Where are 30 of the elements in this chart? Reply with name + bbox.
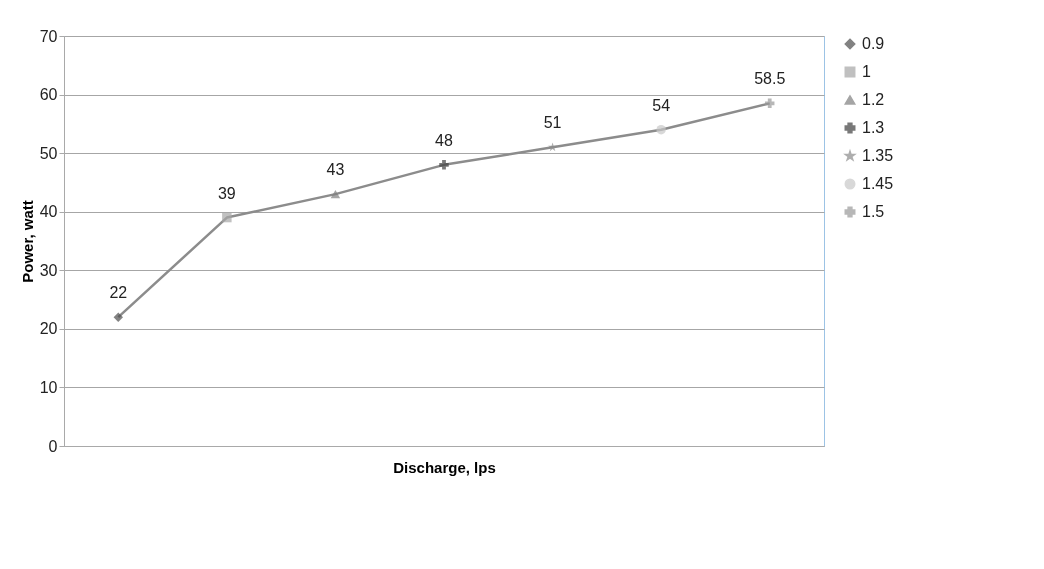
data-label: 43 bbox=[326, 161, 345, 179]
legend-label: 1.35 bbox=[862, 147, 894, 164]
legend-label: 1.45 bbox=[862, 175, 894, 192]
legend-label: 0.9 bbox=[862, 35, 885, 52]
data-label: 39 bbox=[217, 184, 236, 202]
y-tick-label: 10 bbox=[39, 378, 58, 396]
legend-label: 1.5 bbox=[862, 203, 885, 220]
data-label: 22 bbox=[109, 284, 128, 302]
data-label: 58.5 bbox=[754, 70, 786, 88]
legend-label: 1.2 bbox=[862, 91, 885, 108]
point bbox=[113, 312, 124, 322]
legend-label: 1.3 bbox=[862, 119, 885, 136]
data-label: 51 bbox=[543, 114, 562, 132]
y-tick-label: 50 bbox=[39, 144, 58, 162]
point bbox=[548, 142, 558, 152]
y-tick-label: 30 bbox=[39, 261, 58, 279]
point bbox=[222, 212, 232, 223]
y-tick-label: 70 bbox=[39, 27, 58, 45]
y-tick-label: 20 bbox=[39, 320, 58, 338]
data-label: 48 bbox=[435, 131, 453, 149]
data-label: 54 bbox=[652, 96, 671, 114]
point bbox=[656, 124, 666, 135]
point bbox=[330, 190, 341, 199]
legend-label: 1 bbox=[862, 63, 871, 80]
x-axis-title: Discharge, lps bbox=[393, 458, 496, 476]
y-tick-label: 40 bbox=[39, 203, 58, 221]
y-tick-label: 60 bbox=[39, 86, 58, 104]
y-axis-title: Power, watt bbox=[18, 200, 36, 283]
point bbox=[764, 98, 775, 109]
y-tick-label: 0 bbox=[48, 437, 58, 455]
